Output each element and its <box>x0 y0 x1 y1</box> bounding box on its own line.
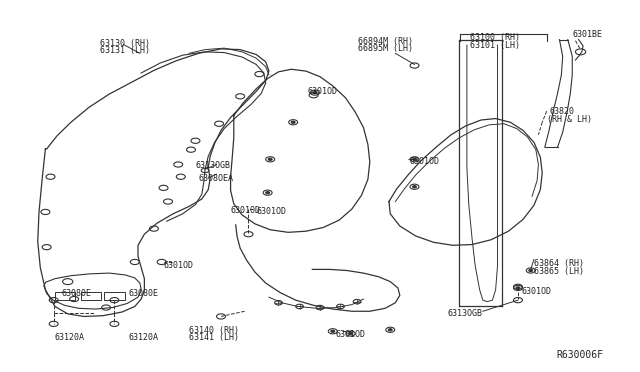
Text: 6301OD: 6301OD <box>164 261 193 270</box>
Text: 63130 (RH): 63130 (RH) <box>100 39 150 48</box>
Text: 6301OD: 6301OD <box>410 157 440 166</box>
Text: R630006F: R630006F <box>556 350 604 360</box>
Text: 63100 (RH): 63100 (RH) <box>470 33 520 42</box>
Text: 6301OD: 6301OD <box>230 206 260 215</box>
Circle shape <box>529 269 532 272</box>
Circle shape <box>313 92 317 94</box>
Text: 6313OGB: 6313OGB <box>195 161 230 170</box>
Circle shape <box>266 192 269 194</box>
Circle shape <box>268 158 272 160</box>
Text: 6308OEA: 6308OEA <box>198 174 234 183</box>
Circle shape <box>331 330 335 333</box>
Text: 6313OGB: 6313OGB <box>448 310 483 318</box>
Text: 66895M (LH): 66895M (LH) <box>358 44 413 53</box>
Text: 63101 (LH): 63101 (LH) <box>470 41 520 50</box>
Bar <box>104 292 125 300</box>
Text: 6301OD: 6301OD <box>307 87 337 96</box>
Circle shape <box>413 158 417 160</box>
Text: 6301OD: 6301OD <box>336 330 366 339</box>
Text: 63131 (LH): 63131 (LH) <box>100 46 150 55</box>
Circle shape <box>291 121 295 124</box>
Circle shape <box>516 287 520 289</box>
Text: 66894M (RH): 66894M (RH) <box>358 37 413 46</box>
Text: 63141 (LH): 63141 (LH) <box>189 333 239 343</box>
Text: 63120A: 63120A <box>55 333 85 343</box>
Text: 63865 (LH): 63865 (LH) <box>534 267 584 276</box>
Bar <box>55 292 76 300</box>
Text: 63080E: 63080E <box>129 289 159 298</box>
Circle shape <box>388 329 392 331</box>
Circle shape <box>413 186 417 188</box>
Text: 63080E: 63080E <box>61 289 92 298</box>
Text: 6301BE: 6301BE <box>572 29 602 39</box>
Text: 6301OD: 6301OD <box>256 208 286 217</box>
Text: 63864 (RH): 63864 (RH) <box>534 259 584 268</box>
Text: 63820: 63820 <box>550 108 575 116</box>
Bar <box>81 292 101 300</box>
Text: (RH & LH): (RH & LH) <box>547 115 592 124</box>
Text: 6301OD: 6301OD <box>521 287 551 296</box>
Circle shape <box>349 333 353 335</box>
Text: 63120A: 63120A <box>129 333 159 343</box>
Text: 63140 (RH): 63140 (RH) <box>189 326 239 335</box>
